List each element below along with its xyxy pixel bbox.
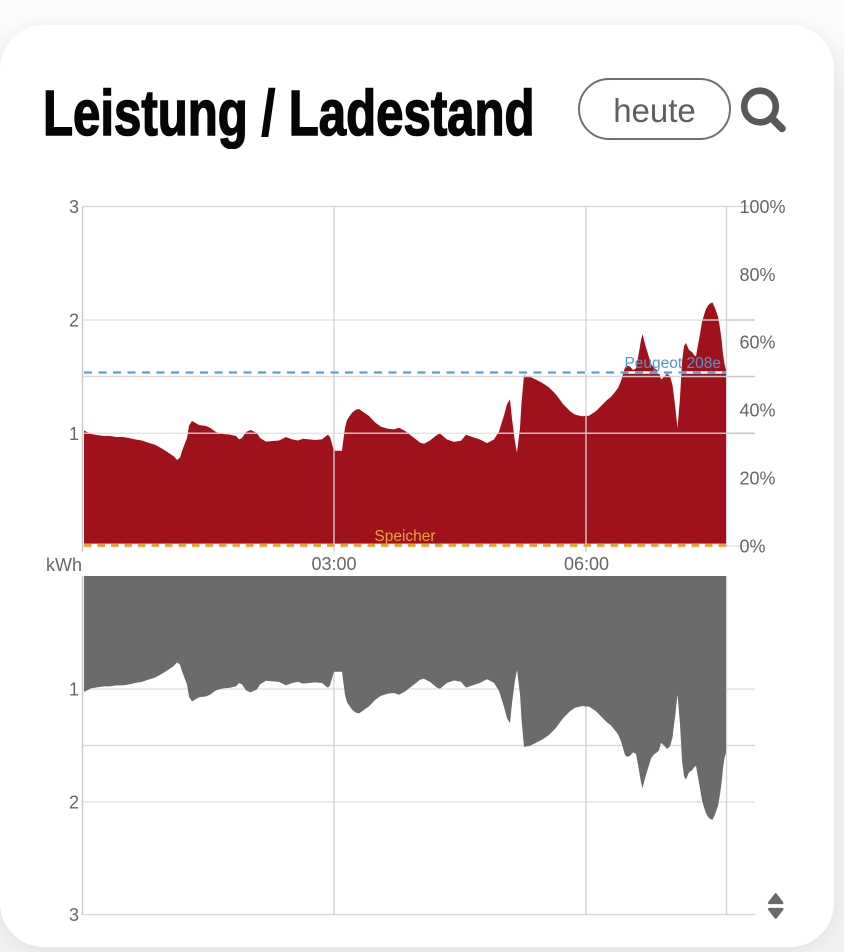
svg-text:1: 1	[69, 424, 79, 444]
svg-text:100%: 100%	[740, 197, 786, 217]
svg-text:2: 2	[69, 793, 79, 813]
svg-text:Speicher: Speicher	[374, 528, 435, 545]
svg-text:1: 1	[69, 680, 79, 700]
svg-text:60%: 60%	[740, 333, 776, 353]
svg-text:3: 3	[69, 905, 79, 925]
svg-text:Peugeot 208e: Peugeot 208e	[624, 355, 721, 372]
svg-text:2: 2	[69, 311, 79, 331]
svg-text:3: 3	[69, 197, 79, 217]
svg-text:0%: 0%	[740, 536, 766, 556]
svg-text:80%: 80%	[740, 265, 776, 285]
svg-text:kWh: kWh	[46, 555, 82, 575]
svg-text:20%: 20%	[740, 469, 776, 489]
svg-text:03:00: 03:00	[311, 554, 356, 574]
svg-text:40%: 40%	[740, 401, 776, 421]
svg-text:06:00: 06:00	[564, 554, 609, 574]
